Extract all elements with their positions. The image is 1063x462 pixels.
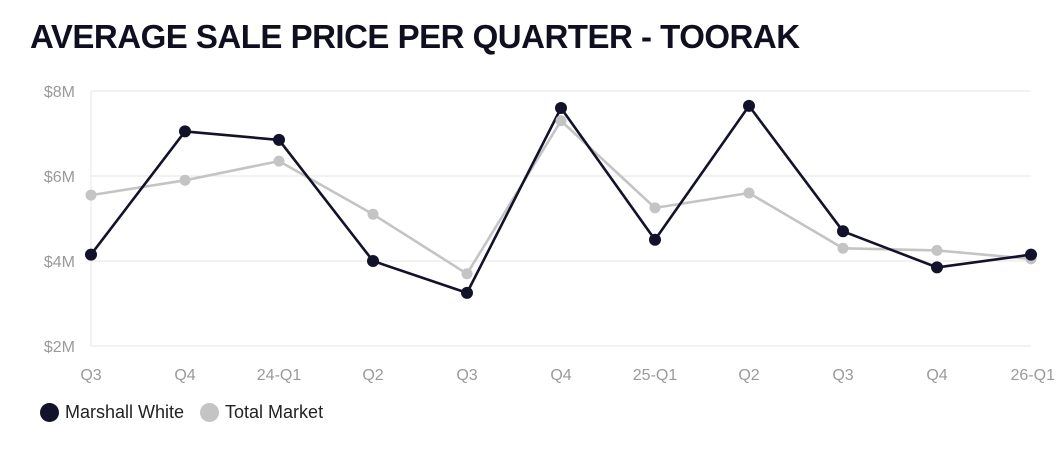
x-tick-label: 24-Q1 — [257, 367, 302, 384]
data-point-marshall-white[interactable] — [273, 133, 285, 146]
data-point-marshall-white[interactable] — [1025, 248, 1037, 261]
y-tick-label: $6M — [44, 169, 75, 186]
legend-swatch-total-market — [200, 403, 220, 422]
data-point-total-market[interactable] — [85, 189, 97, 201]
data-point-total-market[interactable] — [367, 208, 379, 220]
x-axis-ticks: Q3 Q4 24-Q1 Q2 Q3 Q4 25-Q1 Q2 Q3 Q4 26-Q1 — [80, 367, 1055, 384]
y-axis-ticks: $2M $4M $6M $8M — [44, 84, 75, 356]
data-point-total-market[interactable] — [555, 115, 567, 127]
y-tick-label: $2M — [44, 339, 75, 356]
x-tick-label: Q2 — [738, 367, 759, 384]
series-line-marshall-white — [89, 104, 1032, 295]
x-tick-label: Q4 — [550, 367, 571, 384]
data-point-marshall-white[interactable] — [837, 225, 849, 238]
series-points — [85, 99, 1037, 299]
chart-title: AVERAGE SALE PRICE PER QUARTER - TOORAK — [30, 18, 800, 55]
data-point-total-market[interactable] — [837, 242, 849, 254]
data-point-marshall-white[interactable] — [931, 261, 943, 274]
legend-item-total-market[interactable]: Total Market — [200, 402, 323, 423]
x-tick-label: Q4 — [174, 367, 195, 384]
x-tick-label: Q4 — [926, 367, 947, 384]
x-tick-label: Q3 — [80, 367, 101, 384]
legend-item-marshall-white[interactable]: Marshall White — [40, 402, 184, 423]
data-point-total-market[interactable] — [649, 202, 661, 214]
series-lines — [89, 104, 1032, 295]
legend-label-total-market: Total Market — [225, 402, 324, 422]
series-line-total-market — [90, 119, 1032, 276]
data-point-total-market[interactable] — [931, 244, 943, 256]
data-point-marshall-white[interactable] — [85, 248, 97, 261]
data-point-marshall-white[interactable] — [649, 233, 661, 246]
data-point-marshall-white[interactable] — [367, 255, 379, 267]
x-tick-label: Q3 — [832, 367, 853, 384]
data-point-total-market[interactable] — [179, 174, 191, 186]
legend-label-marshall-white: Marshall White — [65, 402, 185, 422]
legend: Marshall White Total Market — [40, 402, 329, 423]
x-tick-label: Q2 — [362, 367, 383, 384]
x-tick-label: 25-Q1 — [633, 367, 678, 384]
data-point-total-market[interactable] — [273, 155, 285, 167]
x-tick-label: Q3 — [456, 367, 477, 384]
data-point-marshall-white[interactable] — [743, 99, 755, 112]
y-tick-label: $8M — [44, 84, 75, 101]
data-point-total-market[interactable] — [461, 268, 473, 280]
y-tick-label: $4M — [44, 254, 75, 271]
data-point-marshall-white[interactable] — [461, 286, 473, 299]
line-chart: $2M $4M $6M $8M Q3 Q4 24-Q1 Q2 Q3 Q4 25-Q1 Q2 Q3 Q4 2… — [44, 84, 1055, 384]
legend-swatch-marshall-white — [40, 403, 59, 422]
data-point-total-market[interactable] — [743, 187, 755, 199]
grid-lines — [90, 90, 1031, 347]
x-tick-label: 26-Q1 — [1011, 367, 1056, 384]
data-point-marshall-white[interactable] — [555, 102, 567, 114]
data-point-marshall-white[interactable] — [179, 125, 191, 138]
